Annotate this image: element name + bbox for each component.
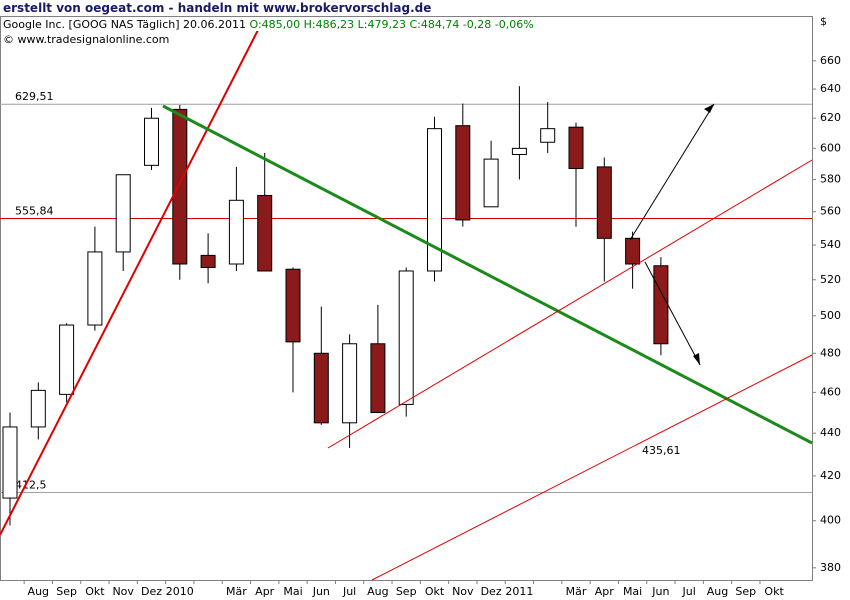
x-tick-label: Mär [566,585,587,598]
x-tick-label: Mär [226,585,247,598]
x-tick-label: Apr [255,585,275,598]
x-tick-label: Nov [112,585,134,598]
quote: O:485,00 H:486,23 L:479,23 C:484,74 -0,2… [249,18,534,31]
candle-body [511,147,527,155]
x-tick-label: Jul [342,585,356,598]
x-tick-label: Okt [425,585,445,598]
arrow [629,103,715,241]
candle-body [398,270,414,405]
y-tick-label: 600 [820,141,841,154]
y-tick-label: 520 [820,273,841,286]
x-tick-label: Nov [452,585,474,598]
y-tick-label: 620 [820,111,841,124]
x-tick-label: Mai [283,585,302,598]
candle-body [87,251,103,326]
candle-body [427,128,442,272]
instrument: Google Inc. [GOOG NAS Täglich] 20.06.201… [3,18,246,31]
candle-body [313,352,329,424]
level-label: 629,51 [15,90,54,103]
y-tick-label: 500 [820,309,841,322]
annotation: 435,61 [642,444,681,457]
plot-frame [0,16,813,581]
candle-body [483,158,499,208]
x-tick-label: Mai [623,585,642,598]
credit: erstellt von oegeat.com - handeln mit ww… [3,1,432,15]
candle-body [200,254,216,268]
x-tick-label: Jun [312,585,330,598]
x-tick-label: Okt [764,585,784,598]
x-tick-label: Apr [595,585,615,598]
x-tick-label: Aug [707,585,728,598]
channel-line [371,354,813,581]
x-tick-label: Dez [141,585,162,598]
candle-body [115,174,131,253]
x-tick-label: 2011 [505,585,533,598]
level-label: 412,5 [15,478,47,491]
x-tick-label: Jul [682,585,696,598]
trend-line [162,104,813,445]
x-tick-label: Jun [651,585,669,598]
x-tick-label: 2010 [166,585,194,598]
trend-line [0,29,259,536]
candle-body [625,237,641,265]
candle-body [59,324,75,395]
candle-body [172,108,188,265]
arrow-head [704,104,714,113]
candle-body [370,343,386,414]
y-tick-label: 660 [820,54,841,67]
x-tick-label: Sep [735,585,756,598]
candle-body [653,265,669,345]
x-tick-label: Okt [85,585,105,598]
x-tick-label: Sep [396,585,417,598]
arrow-head [693,353,700,365]
y-tick-label: 480 [820,346,841,359]
y-tick-label: 420 [820,469,841,482]
y-tick-label: 580 [820,172,841,185]
x-tick-label: Aug [367,585,388,598]
candle-body [228,199,244,265]
x-tick-label: Sep [56,585,77,598]
instrument-line: Google Inc. [GOOG NAS Täglich] 20.06.201… [3,18,534,31]
currency: $ [820,15,827,28]
candle-body [568,126,584,169]
candle-body [455,125,471,221]
candle-body [342,343,358,424]
candle-body [2,426,18,499]
y-tick-label: 640 [820,82,841,95]
candle-body [144,117,159,166]
trend-lines [0,29,813,581]
x-tick-label: Dez [481,585,502,598]
y-tick-label: 400 [820,514,841,527]
y-tick-label: 440 [820,426,841,439]
channel-line [327,159,813,449]
arrow [644,261,701,366]
candle-body [285,268,301,343]
y-tick-label: 540 [820,238,841,251]
candle-body [540,128,556,143]
level-label: 555,84 [15,205,54,218]
copyright: © www.tradesignalonline.com [3,33,170,46]
y-tick-label: 380 [820,561,841,574]
x-tick-label: Aug [28,585,49,598]
candle-body [257,194,273,272]
y-tick-label: 560 [820,205,841,218]
candle-body [596,166,612,239]
candle-body [30,389,46,428]
y-tick-label: 460 [820,385,841,398]
